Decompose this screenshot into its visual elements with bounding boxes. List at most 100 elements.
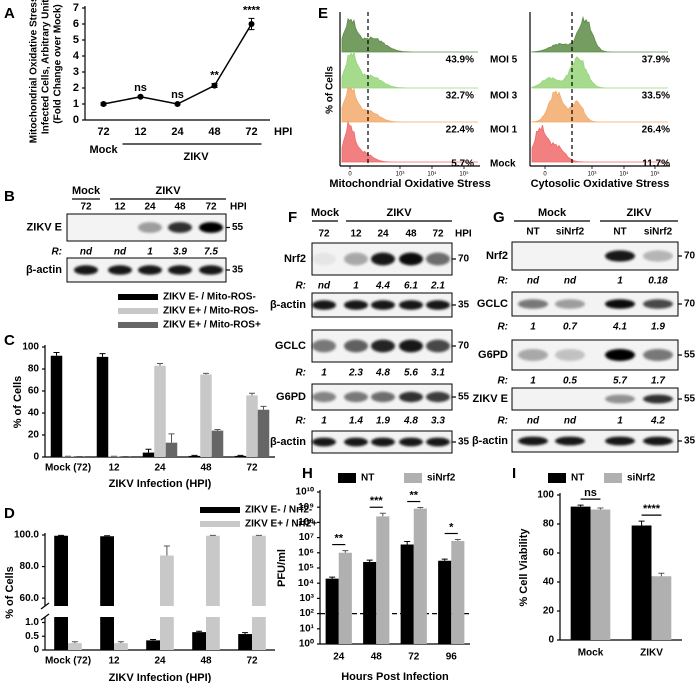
x-tick-label: 12 (134, 126, 146, 138)
group-label: Mock (311, 207, 340, 219)
axis-break (40, 602, 50, 610)
x-axis-label: ZIKV Infection (HPI) (109, 672, 212, 683)
band (108, 265, 132, 275)
legend-swatch (118, 308, 158, 314)
y-tick-label: 40 (28, 408, 40, 419)
ratio-label: R: (295, 416, 306, 427)
band (643, 394, 673, 404)
error-bar (260, 405, 267, 410)
error-bar (145, 448, 152, 453)
size-marker: 55 (232, 222, 244, 233)
error-bar (342, 550, 349, 553)
bar (192, 632, 206, 650)
x-tick-label: 10⁴ (427, 171, 437, 178)
size-marker: 35 (458, 437, 470, 448)
data-point (248, 21, 255, 27)
x-tick-label: ZIKV (640, 648, 663, 659)
x-axis-label: Hours Post Infection (341, 671, 449, 683)
y-tick-label: 0 (73, 114, 79, 126)
ratio-label: R: (497, 276, 508, 287)
ratio-value: 4.8 (375, 368, 390, 379)
lane-label: 12 (350, 229, 362, 240)
band (605, 436, 635, 446)
error-bar (379, 512, 386, 517)
lane-label: siNrf2 (644, 227, 673, 238)
y-axis-label: (Fold Change over Mock) (53, 4, 64, 123)
error-bar (53, 352, 60, 356)
band (399, 391, 423, 403)
bar (651, 576, 672, 640)
lane-label: siNrf2 (556, 227, 585, 238)
error-bar (117, 641, 124, 644)
ratio-value: 1 (321, 416, 327, 427)
lane-label: 48 (405, 229, 417, 240)
significance: ** (409, 489, 418, 501)
x-tick-label: 24 (333, 652, 345, 663)
x-tick-label: 48 (200, 656, 212, 667)
legend-swatch (404, 473, 422, 483)
band (399, 252, 423, 266)
histogram (341, 86, 478, 123)
y-tick-label: 1 (73, 98, 79, 110)
x-tick-label: 12 (108, 463, 120, 474)
percent-label: 33.5% (642, 91, 670, 102)
band (312, 252, 336, 266)
bar (246, 395, 258, 457)
size-marker: 35 (458, 300, 470, 311)
x-axis-label: Cytosolic Oxidative Stress (531, 178, 670, 190)
band (555, 436, 585, 446)
bar (570, 506, 591, 640)
x-tick-label: 72 (246, 656, 258, 667)
y-tick-label: 4 (73, 50, 80, 62)
x-tick-label: 10³ (396, 172, 405, 178)
lane-label: 72 (80, 202, 92, 213)
bar (68, 643, 82, 650)
panel-letter: D (4, 505, 15, 522)
ratio-value: 1 (353, 281, 359, 292)
percent-label: 32.7% (446, 91, 474, 102)
size-marker: 55 (684, 350, 696, 361)
percent-label: 5.7% (451, 159, 474, 170)
x-unit: HPI (274, 126, 292, 138)
band (312, 391, 336, 403)
band (426, 252, 450, 266)
error-bar (157, 363, 163, 366)
x-tick-label: 24 (154, 656, 166, 667)
bar (154, 365, 166, 457)
ratio-value: 1 (530, 322, 536, 333)
ratio-value: nd (80, 247, 93, 258)
group-label: ZIKV (155, 185, 181, 197)
significance: **** (643, 503, 661, 515)
ratio-value: nd (318, 281, 331, 292)
histogram (531, 124, 668, 163)
ratio-label: R: (295, 281, 306, 292)
lane-label: 72 (318, 229, 330, 240)
band (518, 436, 548, 446)
y-tick-label: 10⁸ (298, 517, 314, 528)
band (344, 391, 368, 403)
band (371, 339, 395, 353)
percent-label: 22.4% (446, 125, 474, 136)
significance: ns (584, 487, 597, 499)
percent-label: 11.7% (642, 159, 670, 170)
group-label: ZIKV (183, 151, 209, 163)
band (643, 436, 673, 446)
ratio-value: 3.1 (431, 368, 445, 379)
band (605, 299, 635, 309)
size-marker: 55 (458, 392, 470, 403)
error-bar (168, 433, 175, 443)
lane-unit: HPI (455, 229, 472, 240)
group-label: ZIKV (386, 207, 412, 219)
bar (631, 525, 652, 640)
histogram (341, 50, 478, 89)
y-tick-label: 80 (28, 364, 40, 375)
significance: *** (370, 495, 384, 507)
bar (211, 430, 224, 457)
bar (338, 552, 352, 644)
protein-label: β-actin (270, 436, 306, 448)
x-axis-label: ZIKV Infection (HPI) (109, 478, 212, 490)
y-tick-label: 10⁷ (299, 532, 314, 543)
band (312, 437, 336, 447)
band (199, 265, 223, 275)
y-tick-label: 20 (28, 430, 40, 441)
